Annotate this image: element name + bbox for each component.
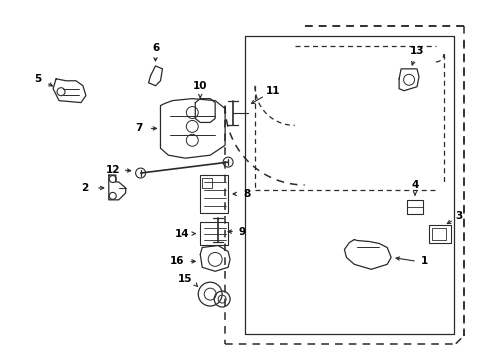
Text: 5: 5	[35, 74, 41, 84]
Text: 4: 4	[410, 180, 418, 190]
Text: 15: 15	[178, 274, 192, 284]
Bar	[200, 222, 227, 246]
Text: 3: 3	[454, 211, 462, 221]
Bar	[202, 178, 212, 188]
Text: 10: 10	[193, 81, 207, 91]
Text: 1: 1	[420, 256, 427, 266]
Text: 12: 12	[105, 165, 120, 175]
Text: 6: 6	[152, 43, 159, 53]
Text: 13: 13	[409, 46, 424, 56]
Text: 8: 8	[243, 189, 250, 199]
Text: 16: 16	[170, 256, 184, 266]
Text: 9: 9	[238, 226, 245, 237]
Text: 11: 11	[265, 86, 280, 96]
Text: 7: 7	[135, 123, 142, 134]
Bar	[428, 225, 450, 243]
Text: 2: 2	[81, 183, 88, 193]
Text: 14: 14	[175, 229, 189, 239]
Bar	[431, 228, 445, 239]
Bar	[406, 200, 422, 214]
Bar	[200, 175, 227, 213]
